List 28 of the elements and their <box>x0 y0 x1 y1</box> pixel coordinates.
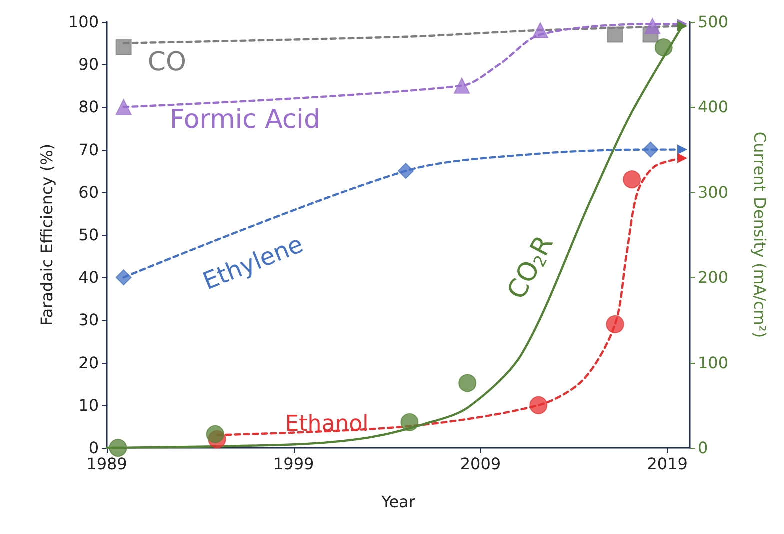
y-tick-label: 30 <box>78 310 99 330</box>
text: CO2R <box>502 231 560 304</box>
y2-tick-label: 0 <box>698 438 708 458</box>
y2-tick-label: 300 <box>698 182 729 202</box>
series-label: Formic Acid <box>170 105 320 136</box>
x-tick-label: 2019 <box>647 454 688 474</box>
y-tick-label: 0 <box>88 438 99 458</box>
x-tick-label: 1999 <box>274 454 314 474</box>
y2-tick-label: 400 <box>698 98 729 117</box>
text: Ethanol <box>285 412 369 437</box>
y2-tick-label: 200 <box>698 268 729 288</box>
y-tick-label: 100 <box>68 12 99 32</box>
y2-axis-title: Current Density (mA/cm²) <box>750 132 770 338</box>
y-tick-label: 40 <box>78 268 99 288</box>
x-tick-label: 1989 <box>86 454 128 474</box>
y-tick-label: 90 <box>78 55 99 74</box>
y-tick-label: 60 <box>78 182 99 202</box>
y-tick-label: 80 <box>78 98 99 117</box>
series-label: CO <box>148 48 186 78</box>
y-tick-label: 50 <box>78 226 99 244</box>
y2-tick-label: 500 <box>698 12 729 32</box>
y2-tick-label: 100 <box>698 353 729 372</box>
y-axis-title: Faradaic Efficiency (%) <box>38 144 56 326</box>
x-tick-label: 2009 <box>460 454 502 474</box>
y-tick-label: 20 <box>78 353 99 372</box>
x-axis-title: Year <box>380 492 416 512</box>
y-tick-label: 10 <box>78 396 99 415</box>
y-tick-label: 70 <box>78 140 99 160</box>
